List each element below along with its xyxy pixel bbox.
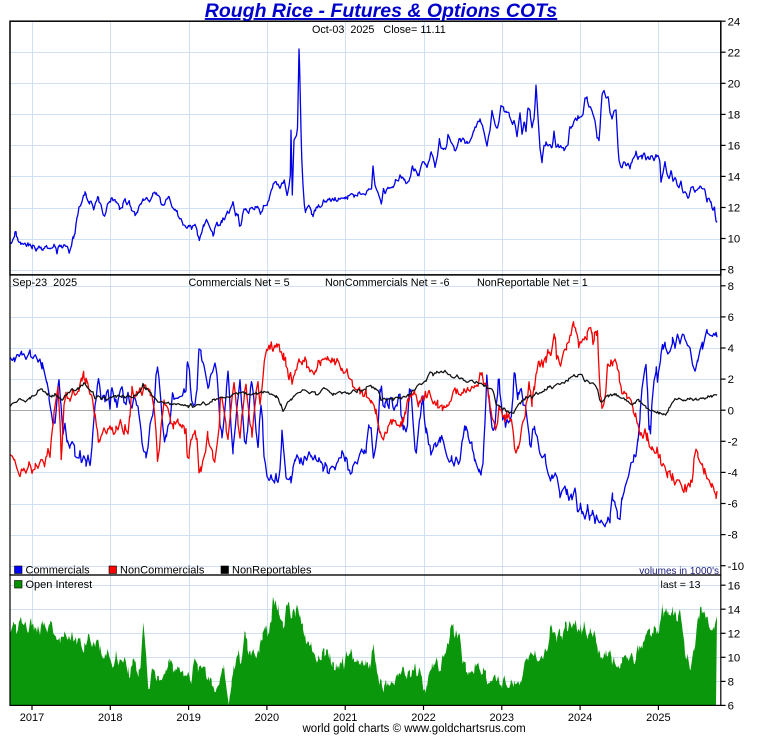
svg-text:2019: 2019 — [176, 712, 200, 724]
svg-text:6: 6 — [728, 701, 734, 713]
svg-text:NonCommercials: NonCommercials — [120, 564, 205, 576]
svg-text:-10: -10 — [728, 561, 744, 573]
svg-text:NonCommercials Net = -6: NonCommercials Net = -6 — [325, 277, 450, 289]
svg-text:8: 8 — [728, 677, 734, 689]
svg-text:Sep-23 2025: Sep-23 2025 — [12, 277, 77, 289]
svg-text:2022: 2022 — [411, 712, 435, 724]
svg-text:16: 16 — [728, 141, 741, 153]
svg-text:Oct-03 2025 Close= 11.11: Oct-03 2025 Close= 11.11 — [312, 24, 446, 36]
svg-text:14: 14 — [728, 172, 741, 184]
svg-text:2: 2 — [728, 374, 734, 386]
svg-text:12: 12 — [728, 203, 741, 215]
svg-text:12: 12 — [728, 628, 741, 640]
svg-text:8: 8 — [728, 265, 734, 277]
svg-text:-6: -6 — [728, 499, 738, 511]
svg-text:2018: 2018 — [98, 712, 122, 724]
svg-text:10: 10 — [728, 652, 741, 664]
svg-text:0: 0 — [728, 405, 734, 417]
svg-text:20: 20 — [728, 78, 741, 90]
svg-text:NonReportables: NonReportables — [232, 564, 312, 576]
svg-text:22: 22 — [728, 47, 741, 59]
svg-text:6: 6 — [728, 312, 734, 324]
svg-text:8: 8 — [728, 281, 734, 293]
svg-text:world gold charts © www.goldch: world gold charts © www.goldchartsrus.co… — [302, 723, 526, 735]
svg-text:10: 10 — [728, 234, 741, 246]
svg-text:-2: -2 — [728, 436, 738, 448]
svg-text:Commercials Net = 5: Commercials Net = 5 — [189, 277, 290, 289]
svg-text:4: 4 — [728, 343, 734, 355]
svg-text:24: 24 — [728, 16, 741, 28]
svg-text:NonReportable Net = 1: NonReportable Net = 1 — [477, 277, 588, 289]
svg-text:14: 14 — [728, 604, 741, 616]
svg-text:Rough Rice - Futures & Options: Rough Rice - Futures & Options COTs — [205, 0, 558, 22]
svg-text:volumes in 1000's: volumes in 1000's — [639, 566, 719, 577]
svg-text:2017: 2017 — [20, 712, 44, 724]
svg-text:2024: 2024 — [568, 712, 592, 724]
svg-text:2025: 2025 — [646, 712, 670, 724]
svg-text:2021: 2021 — [333, 712, 357, 724]
svg-text:Commercials: Commercials — [26, 564, 91, 576]
svg-text:2023: 2023 — [490, 712, 514, 724]
svg-text:-4: -4 — [728, 468, 738, 480]
svg-text:-8: -8 — [728, 530, 738, 542]
svg-text:16: 16 — [728, 580, 741, 592]
svg-text:last = 13: last = 13 — [661, 579, 701, 591]
svg-text:Open Interest: Open Interest — [26, 579, 93, 591]
svg-text:2020: 2020 — [255, 712, 279, 724]
svg-text:18: 18 — [728, 110, 741, 122]
